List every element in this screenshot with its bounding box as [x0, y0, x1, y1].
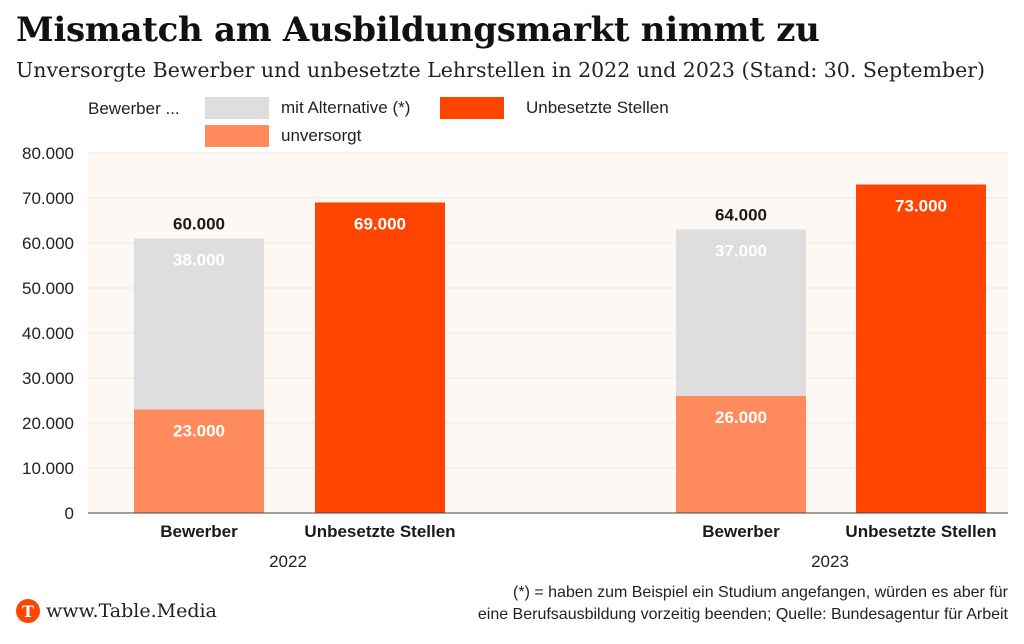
bar-total-label: 60.000	[173, 215, 225, 234]
y-tick-label: 50.000	[22, 279, 74, 298]
legend-swatch-mit-alternative	[205, 97, 269, 119]
legend-prefix: Bewerber ...	[88, 99, 180, 118]
x-category-label: Bewerber	[160, 522, 238, 541]
y-tick-label: 20.000	[22, 414, 74, 433]
bar-data-label: 38.000	[173, 251, 225, 270]
chart-subtitle: Unversorgte Bewerber und unbesetzte Lehr…	[16, 58, 986, 82]
y-tick-label: 30.000	[22, 369, 74, 388]
bar-segment	[315, 202, 445, 513]
bar-segment	[676, 229, 806, 396]
legend-item-mit-alternative: mit Alternative (*)	[205, 97, 410, 119]
legend-item-unversorgt: unversorgt	[205, 125, 361, 147]
bar-segment	[134, 409, 264, 513]
bar-segment	[676, 396, 806, 513]
brand-logo[interactable]: T www.Table.Media	[16, 599, 217, 623]
y-tick-label: 0	[65, 504, 74, 523]
x-category-label: Unbesetzte Stellen	[304, 522, 455, 541]
brand-url: www.Table.Media	[46, 600, 217, 622]
bar-segment	[134, 238, 264, 410]
x-group-label: 2022	[269, 552, 307, 571]
legend-swatch-unversorgt	[205, 125, 269, 147]
y-tick-label: 40.000	[22, 324, 74, 343]
footnote-line-2: eine Berufsausbildung vorzeitig beenden;…	[477, 606, 1008, 623]
bar-data-label: 69.000	[354, 215, 406, 234]
bar-data-label: 37.000	[715, 242, 767, 261]
bar-data-label: 73.000	[895, 197, 947, 216]
legend-label-unbesetzte-stellen: Unbesetzte Stellen	[526, 98, 669, 117]
bar-total-label: 64.000	[715, 206, 767, 225]
y-tick-label: 10.000	[22, 459, 74, 478]
bar-chart: 0 10.000 20.000 30.000 40.000 50.000 60.000 70.…	[22, 144, 1008, 571]
legend-swatch-unbesetzte-stellen	[440, 97, 504, 119]
legend-item-unbesetzte-stellen: Unbesetzte Stellen	[440, 97, 669, 119]
legend-label-mit-alternative: mit Alternative (*)	[281, 98, 411, 117]
footnote-line-1: (*) = haben zum Beispiel ein Studium ang…	[513, 584, 1008, 601]
x-category-label: Unbesetzte Stellen	[845, 522, 996, 541]
y-tick-label: 70.000	[22, 189, 74, 208]
x-category-label: Bewerber	[702, 522, 780, 541]
bar-data-label: 26.000	[715, 408, 767, 427]
footnote: (*) = haben zum Beispiel ein Studium ang…	[388, 582, 1008, 626]
y-tick-label: 80.000	[22, 144, 74, 163]
y-tick-label: 60.000	[22, 234, 74, 253]
chart-title: Mismatch am Ausbildungsmarkt nimmt zu	[16, 10, 820, 50]
bar-segment	[856, 184, 986, 513]
legend-label-unversorgt: unversorgt	[281, 126, 362, 145]
x-group-label: 2023	[811, 552, 849, 571]
table-media-logo-icon: T	[16, 599, 40, 623]
bar-data-label: 23.000	[173, 422, 225, 441]
